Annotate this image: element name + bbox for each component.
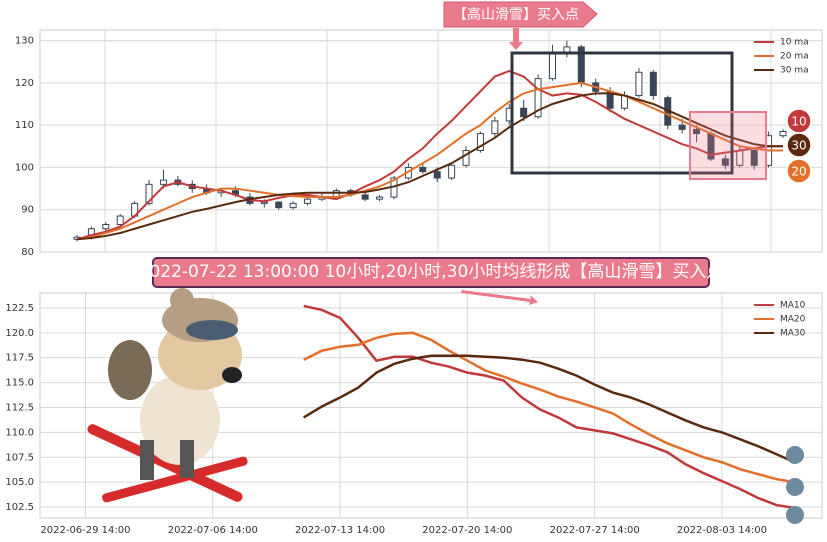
ma-line	[303, 331, 795, 484]
ma-line	[76, 69, 783, 241]
candle-body	[750, 150, 758, 166]
candle-body	[635, 71, 643, 97]
x-tick-label: 2022-07-06 14:00	[168, 525, 258, 536]
x-tick-label: 2022-07-13 14:00	[295, 525, 385, 536]
x-tick-label: 2022-07-27 14:00	[550, 525, 640, 536]
legend-label: 30 ma	[780, 66, 809, 76]
ma-line	[303, 304, 795, 510]
annotation-arrow	[509, 28, 523, 50]
buy-zone-box	[689, 111, 767, 180]
y-tick-label: 110.0	[5, 427, 34, 438]
candle-body	[520, 107, 528, 118]
y-tick-label: 122.5	[5, 303, 34, 314]
candle-body	[491, 120, 499, 135]
candle-body	[260, 201, 268, 204]
x-tick-label: 2022-08-03 14:00	[677, 525, 767, 536]
candle-body	[779, 130, 787, 137]
candle-body	[275, 201, 283, 209]
ma-line	[76, 92, 783, 241]
banner-arrow	[461, 290, 538, 305]
candle-body	[721, 158, 729, 166]
legend-label: MA20	[780, 315, 806, 325]
candle-body	[462, 150, 470, 166]
banner-box	[152, 257, 710, 288]
ma-badge	[786, 158, 812, 184]
legend-label: 10 ma	[780, 38, 809, 48]
y-tick-label: 107.5	[5, 452, 34, 463]
candle-body	[159, 179, 167, 185]
candle-body	[304, 198, 312, 204]
skier-illustration	[87, 288, 248, 503]
y-tick-label: 90	[21, 205, 34, 216]
annotation-label: 【高山滑雪】买入点	[453, 6, 579, 23]
candle-body	[678, 124, 686, 130]
legend-label: MA10	[780, 301, 806, 311]
ma-badge-label: 20	[791, 165, 806, 179]
candle-body	[433, 171, 441, 179]
candle-body	[376, 196, 384, 200]
dog-icons	[786, 446, 804, 524]
y-tick-label: 130	[15, 36, 34, 47]
y-tick-label: 117.5	[5, 353, 34, 364]
candle-body	[649, 71, 657, 97]
candle-body	[116, 215, 124, 226]
ma-badge-label: 30	[791, 139, 806, 153]
y-tick-label: 110	[15, 120, 34, 131]
candle-body	[448, 164, 456, 179]
ma-line	[76, 81, 783, 241]
candle-body	[476, 133, 484, 152]
y-tick-label: 120.0	[5, 328, 34, 339]
candle-body	[548, 52, 556, 80]
banner-title: 2022-07-22 13:00:00 10小时,20小时,30小时均线形成【高…	[139, 262, 724, 282]
y-tick-label: 120	[15, 78, 34, 89]
x-tick-label: 2022-06-29 14:00	[40, 525, 130, 536]
candle-body	[419, 166, 427, 173]
plot-frame	[39, 292, 823, 519]
candle-body	[361, 194, 369, 200]
ma-badge-label: 10	[791, 115, 806, 129]
x-tick-label: 2022-07-20 14:00	[422, 525, 512, 536]
candle-body	[693, 128, 701, 135]
legend-label: MA30	[780, 329, 806, 339]
candle-body	[102, 224, 110, 230]
legend-label: 20 ma	[780, 52, 809, 62]
y-tick-label: 100	[15, 162, 34, 173]
candle-body	[534, 78, 542, 118]
y-tick-label: 105.0	[5, 477, 34, 488]
candle-body	[289, 202, 297, 209]
ma-line	[303, 354, 796, 464]
y-tick-label: 80	[21, 247, 34, 258]
y-tick-label: 112.5	[5, 402, 34, 413]
ma-badge	[786, 132, 812, 158]
plot-frame	[39, 29, 823, 253]
annotation-label-box	[443, 1, 598, 28]
y-tick-label: 102.5	[5, 502, 34, 513]
candle-body	[145, 183, 153, 204]
y-tick-label: 115.0	[5, 378, 34, 389]
